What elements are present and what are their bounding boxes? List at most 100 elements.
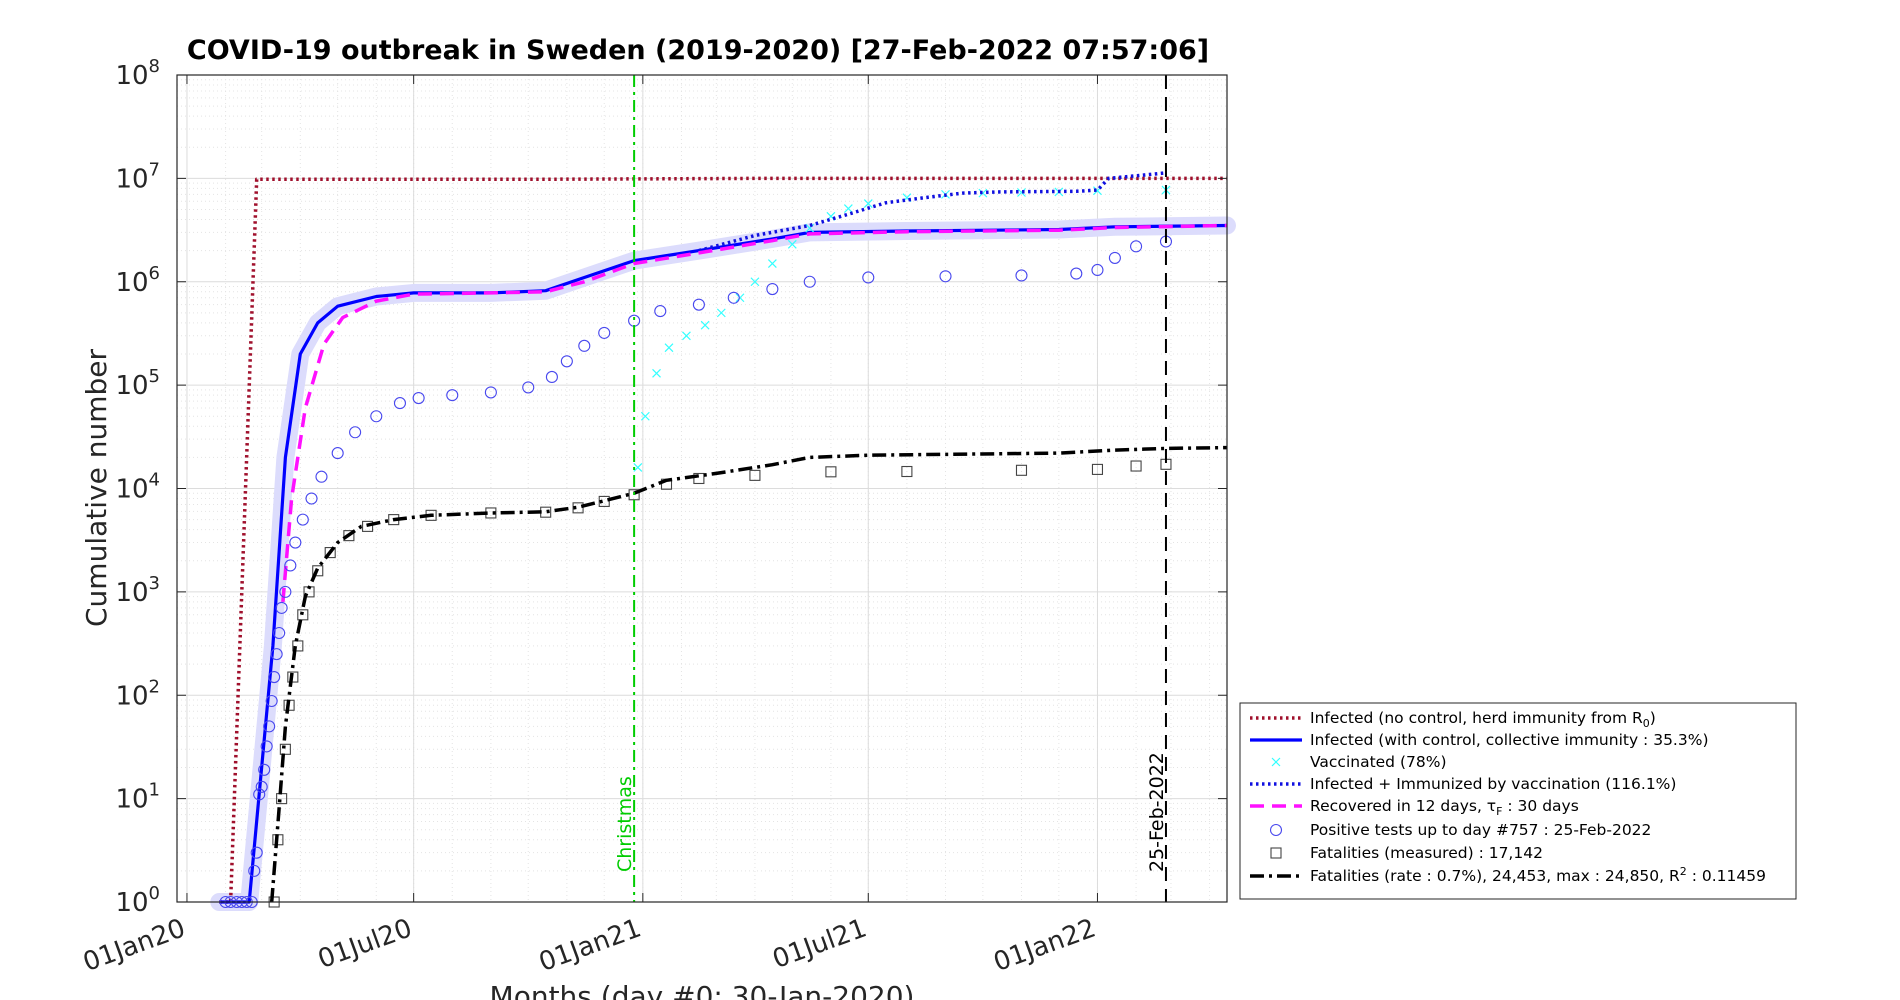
data-point (633, 462, 643, 472)
data-point (284, 559, 297, 572)
data-point (270, 648, 283, 661)
data-point (1015, 464, 1028, 476)
data-point (700, 320, 710, 330)
data-point (640, 411, 650, 421)
data-point (1108, 251, 1121, 264)
data-point (901, 465, 913, 478)
data-point (1015, 269, 1028, 282)
data-point (522, 381, 535, 394)
data-point (682, 331, 691, 341)
data-point (484, 386, 497, 399)
data-point (287, 671, 299, 683)
data-point (362, 520, 374, 532)
data-point (652, 368, 661, 378)
data-point (273, 626, 286, 640)
legend-label: Vaccinated (78%) (1310, 753, 1447, 771)
data-point (255, 780, 268, 793)
data-point (250, 846, 263, 859)
series-3 (698, 171, 1167, 253)
data-point (664, 343, 674, 353)
series-line (281, 223, 1228, 603)
data-point (572, 502, 584, 514)
data-point (279, 743, 291, 755)
data-point (598, 326, 611, 339)
data-point (628, 489, 640, 501)
data-point (727, 291, 740, 304)
data-point (268, 670, 281, 684)
y-axis-label: Cumulative number (80, 349, 113, 627)
legend-swatch (1269, 823, 1283, 837)
series-layer (219, 171, 1228, 909)
data-point (265, 694, 278, 708)
y-tick-label: 105 (115, 366, 160, 401)
data-point (248, 864, 261, 877)
series-line (698, 171, 1167, 253)
x-axis-label: Months (day #0: 30-Jan-2020) (490, 980, 915, 1000)
data-point (767, 259, 777, 268)
data-point (1017, 188, 1026, 197)
data-point (412, 391, 425, 405)
data-point (749, 469, 761, 481)
data-point (343, 530, 355, 542)
data-point (735, 293, 745, 303)
data-point (305, 492, 318, 505)
data-point (750, 277, 760, 287)
data-point (862, 271, 875, 284)
data-point (978, 188, 988, 198)
chart-title: COVID-19 outbreak in Sweden (2019-2020) … (187, 35, 1209, 66)
legend-label: Recovered in 12 days, τF : 30 days (1310, 797, 1579, 818)
data-point (258, 763, 271, 776)
data-point (263, 720, 276, 733)
legend-swatch (1270, 847, 1282, 859)
legend-label: Infected (with control, collective immun… (1310, 731, 1709, 749)
data-point (787, 239, 797, 249)
y-tick-label: 107 (115, 159, 160, 194)
legend-label: Fatalities (rate : 0.7%), 24,453, max : … (1310, 865, 1766, 885)
legend-label: Infected + Immunized by vaccination (116… (1310, 775, 1676, 793)
series-line (269, 445, 1228, 903)
data-point (766, 282, 779, 296)
data-point (279, 585, 292, 598)
y-tick-label: 102 (115, 676, 160, 711)
series-4 (281, 223, 1228, 603)
legend: Infected (no control, herd immunity from… (1239, 702, 1797, 900)
marker-label: 25-Feb-2022 (1146, 752, 1168, 872)
y-tick-label: 101 (115, 780, 160, 815)
data-point (825, 466, 837, 478)
data-point (331, 447, 344, 460)
legend-label: Positive tests up to day #757 : 25-Feb-2… (1310, 821, 1651, 839)
data-point (545, 370, 558, 383)
data-point (843, 204, 853, 214)
data-point (393, 397, 407, 410)
data-point (446, 389, 459, 402)
legend-label: Infected (no control, herd immunity from… (1310, 709, 1656, 730)
data-point (1130, 240, 1143, 253)
data-point (578, 339, 591, 352)
y-tick-label: 104 (115, 470, 160, 505)
marker-label: Christmas (614, 776, 636, 872)
vertical-markers: Christmas 25-Feb-2022 (614, 75, 1168, 902)
legend-swatch (1271, 757, 1281, 767)
data-point (1130, 460, 1142, 472)
data-point (654, 305, 667, 318)
data-point (289, 536, 302, 549)
data-point (253, 788, 266, 801)
legend-label: Fatalities (measured) : 17,142 (1310, 844, 1543, 862)
y-tick-label: 108 (115, 56, 160, 91)
series-7 (269, 445, 1228, 903)
data-point (1091, 463, 1104, 475)
y-tick-label: 106 (115, 263, 160, 298)
data-point (296, 513, 309, 526)
data-point (275, 601, 288, 614)
minor-gridlines (177, 75, 1227, 902)
data-point (863, 199, 873, 209)
data-point (692, 298, 705, 311)
data-point (312, 565, 324, 577)
data-point (260, 740, 273, 753)
data-point (716, 308, 726, 318)
data-point (1070, 267, 1083, 280)
data-point (939, 270, 952, 283)
data-point (1091, 263, 1104, 277)
data-point (324, 547, 336, 559)
